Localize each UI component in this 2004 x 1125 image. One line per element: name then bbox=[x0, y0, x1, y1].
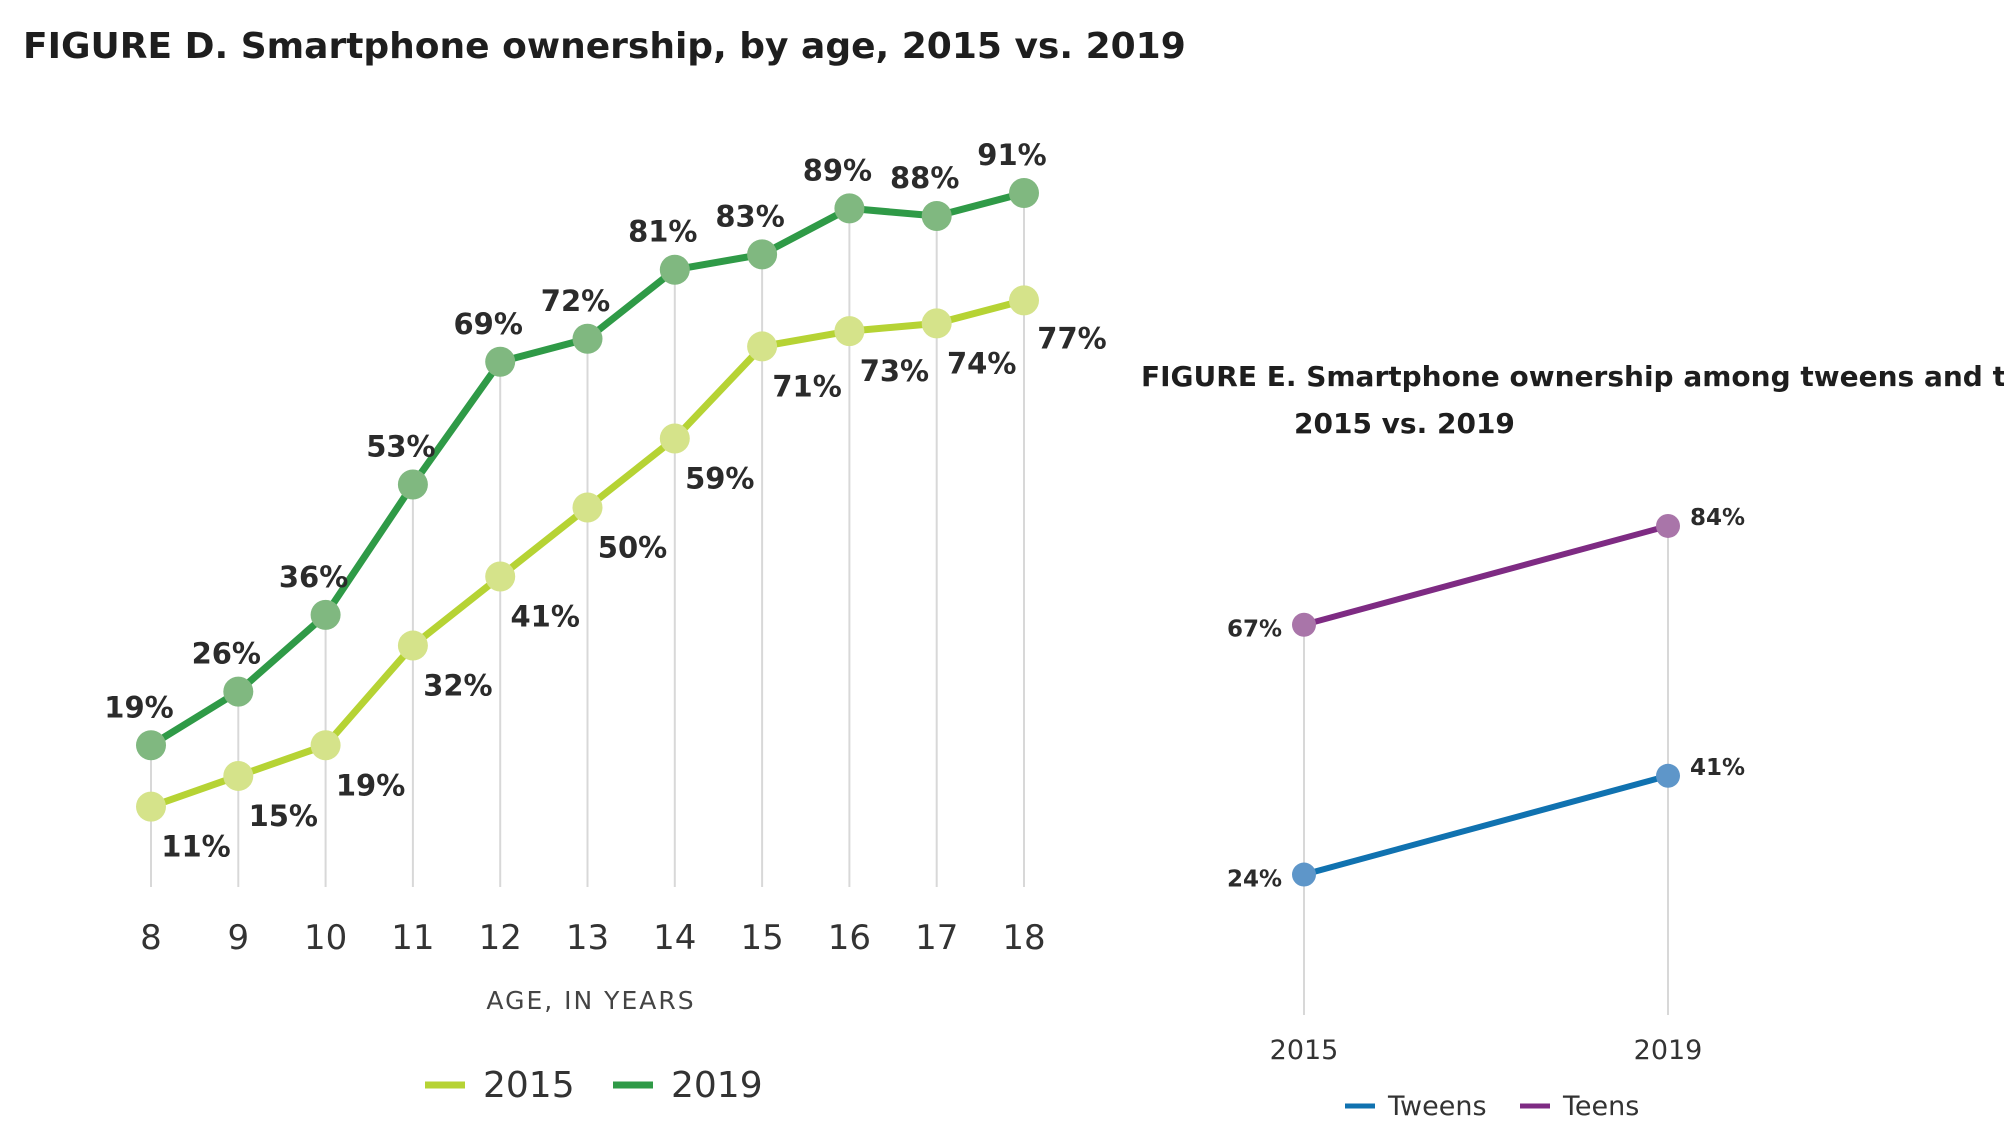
data-label: 15% bbox=[249, 799, 318, 833]
data-point-2019 bbox=[310, 599, 341, 630]
figure-e-title-line2: 2015 vs. 2019 bbox=[1294, 407, 1515, 440]
legend-label-2015: 2015 bbox=[483, 1065, 575, 1106]
figure-d: FIGURE D. Smartphone ownership, by age, … bbox=[23, 26, 1186, 1106]
x-tick-label: 18 bbox=[1002, 918, 1045, 958]
data-point-2015 bbox=[747, 331, 778, 362]
data-label: 77% bbox=[1037, 321, 1106, 355]
data-point-2015 bbox=[310, 730, 341, 761]
data-point-2015 bbox=[834, 316, 865, 347]
data-label: 59% bbox=[685, 461, 754, 495]
data-label: 26% bbox=[192, 637, 261, 671]
data-label: 89% bbox=[803, 153, 872, 187]
figure-e-legend: Tweens Teens bbox=[1345, 1091, 1639, 1122]
data-label: 71% bbox=[772, 369, 841, 403]
series-line-Tweens bbox=[1303, 772, 1669, 878]
data-label: 81% bbox=[628, 215, 697, 249]
legend-label-2019: 2019 bbox=[671, 1065, 763, 1106]
data-label: 74% bbox=[947, 346, 1016, 380]
data-point-2015 bbox=[485, 561, 516, 592]
data-point-2019 bbox=[397, 469, 428, 500]
x-tick-label: 2019 bbox=[1634, 1035, 1703, 1066]
data-point-2015 bbox=[1009, 285, 1039, 316]
series-line-Teens bbox=[1303, 523, 1669, 628]
data-point-2019 bbox=[223, 676, 254, 707]
data-point-2015 bbox=[921, 308, 952, 339]
data-label: 11% bbox=[161, 830, 230, 864]
data-point-2019 bbox=[921, 201, 952, 232]
figure-e: FIGURE E. Smartphone ownership among twe… bbox=[1141, 360, 2004, 1122]
data-label: 83% bbox=[715, 199, 784, 233]
data-label: 24% bbox=[1227, 867, 1282, 893]
data-label: 19% bbox=[104, 690, 173, 724]
x-axis-label: AGE, IN YEARS bbox=[486, 986, 695, 1015]
data-point-2019 bbox=[485, 346, 516, 377]
data-label: 88% bbox=[890, 161, 959, 195]
data-point-2015 bbox=[659, 423, 690, 454]
data-label: 50% bbox=[598, 531, 667, 565]
x-tick-label: 16 bbox=[828, 918, 871, 958]
figure-d-legend: 2015 2019 bbox=[425, 1065, 763, 1106]
figure-d-title: FIGURE D. Smartphone ownership, by age, … bbox=[23, 26, 1186, 67]
x-tick-label: 2015 bbox=[1270, 1035, 1339, 1066]
data-label: 53% bbox=[366, 429, 435, 463]
x-tick-label: 13 bbox=[566, 918, 609, 958]
data-point-2015 bbox=[397, 630, 428, 661]
data-point-2019 bbox=[572, 323, 603, 354]
data-label: 91% bbox=[977, 138, 1046, 172]
data-point-2015 bbox=[572, 492, 603, 523]
data-point-2015 bbox=[136, 791, 166, 822]
legend-label-Tweens: Tweens bbox=[1387, 1091, 1487, 1122]
data-point-2015 bbox=[223, 760, 254, 791]
x-tick-label: 10 bbox=[304, 918, 347, 958]
data-label: 36% bbox=[279, 560, 348, 594]
data-label: 73% bbox=[860, 354, 929, 388]
data-label: 32% bbox=[423, 669, 492, 703]
data-point-Teens bbox=[1656, 513, 1680, 538]
data-point-2019 bbox=[747, 239, 778, 270]
data-point-Tweens bbox=[1656, 763, 1680, 788]
legend-label-Teens: Teens bbox=[1562, 1091, 1639, 1122]
data-label: 69% bbox=[453, 307, 522, 341]
data-point-2019 bbox=[136, 730, 166, 761]
data-label: 84% bbox=[1690, 505, 1745, 531]
data-label: 67% bbox=[1227, 617, 1282, 643]
x-tick-label: 8 bbox=[140, 918, 162, 958]
data-point-2019 bbox=[834, 193, 865, 224]
data-label: 72% bbox=[541, 284, 610, 318]
x-tick-label: 12 bbox=[479, 918, 522, 958]
x-tick-label: 15 bbox=[740, 918, 783, 958]
figure-e-title: FIGURE E. Smartphone ownership among twe… bbox=[1141, 360, 2004, 393]
data-point-2019 bbox=[659, 254, 690, 285]
data-label: 19% bbox=[336, 768, 405, 802]
data-point-Teens bbox=[1292, 612, 1316, 637]
x-tick-label: 9 bbox=[227, 918, 249, 958]
x-tick-label: 17 bbox=[915, 918, 958, 958]
data-label: 41% bbox=[1690, 755, 1745, 781]
x-tick-label: 11 bbox=[391, 918, 434, 958]
data-point-2019 bbox=[1009, 178, 1039, 209]
x-tick-label: 14 bbox=[653, 918, 696, 958]
data-point-Tweens bbox=[1292, 862, 1316, 887]
data-label: 41% bbox=[510, 600, 579, 634]
